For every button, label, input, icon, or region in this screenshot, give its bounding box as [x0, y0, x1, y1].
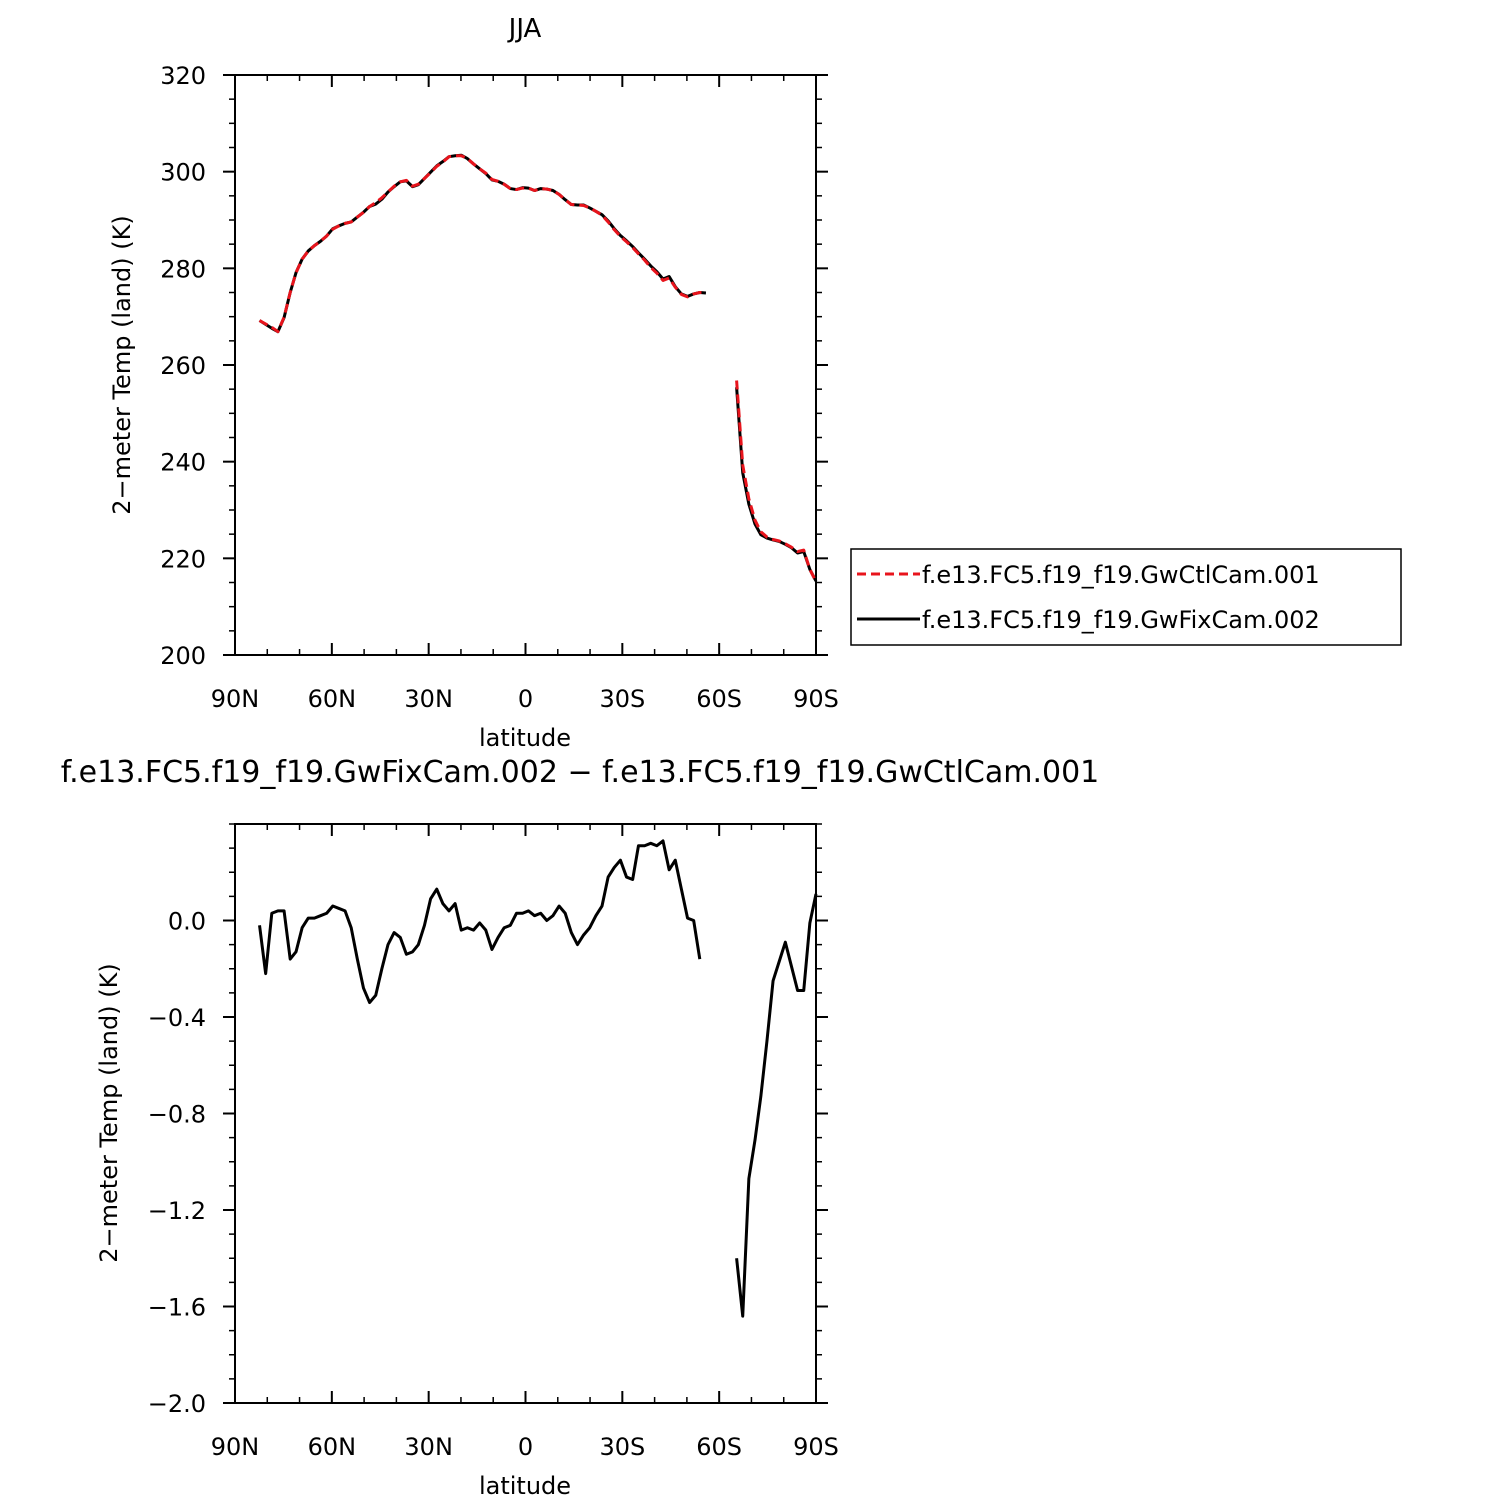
- bottom-y-tick-label: −0.4: [148, 1004, 206, 1032]
- top-x-tick-label: 30N: [404, 685, 453, 713]
- top-series-1-segment-0: [258, 153, 707, 334]
- top-series-0-segment-1: [735, 380, 818, 583]
- bottom-chart-title: f.e13.FC5.f19_f19.GwFixCam.002 − f.e13.F…: [61, 755, 1100, 790]
- bottom-y-tick-label: −0.8: [148, 1101, 206, 1129]
- bottom-chart-y-axis-label: 2−meter Temp (land) (K): [95, 963, 123, 1262]
- top-x-tick-label: 30S: [599, 685, 645, 713]
- legend-label-ctl: f.e13.FC5.f19_f19.GwCtlCam.001: [922, 561, 1320, 589]
- bottom-y-tick-label: −1.6: [148, 1294, 206, 1322]
- top-y-tick-label: 240: [160, 449, 206, 477]
- top-y-tick-label: 200: [160, 642, 206, 670]
- bottom-x-tick-label: 60N: [308, 1433, 357, 1461]
- bottom-x-tick-label: 30S: [599, 1433, 645, 1461]
- top-y-tick-label: 220: [160, 545, 206, 573]
- top-x-tick-label: 90S: [793, 685, 839, 713]
- bottom-x-tick-label: 0: [518, 1433, 533, 1461]
- bottom-x-tick-label: 90S: [793, 1433, 839, 1461]
- top-y-tick-label: 300: [160, 159, 206, 187]
- bottom-y-tick-label: −2.0: [148, 1390, 206, 1418]
- bottom-x-tick-label: 30N: [404, 1433, 453, 1461]
- legend-label-fix: f.e13.FC5.f19_f19.GwFixCam.002: [922, 606, 1320, 634]
- bottom-x-tick-label: 90N: [211, 1433, 260, 1461]
- bottom-series-0-segment-0: [258, 839, 702, 1005]
- bottom-series-0-segment-1: [735, 893, 818, 1318]
- top-chart-title: JJA: [507, 14, 542, 44]
- top-y-tick-label: 280: [160, 255, 206, 283]
- legend-box: [850, 548, 1402, 646]
- top-y-tick-label: 320: [160, 62, 206, 90]
- top-chart-x-axis-label: latitude: [479, 724, 571, 752]
- top-plot-frame: [234, 74, 817, 656]
- top-x-tick-label: 90N: [211, 685, 260, 713]
- bottom-y-tick-label: 0.0: [168, 908, 206, 936]
- bottom-chart-x-axis-label: latitude: [479, 1472, 571, 1500]
- top-x-tick-label: 60N: [308, 685, 357, 713]
- top-x-tick-label: 60S: [696, 685, 742, 713]
- top-y-tick-label: 260: [160, 352, 206, 380]
- top-chart-y-axis-label: 2−meter Temp (land) (K): [108, 215, 136, 514]
- top-series-0-segment-0: [258, 154, 706, 334]
- bottom-y-tick-label: −1.2: [148, 1197, 206, 1225]
- bottom-x-tick-label: 60S: [696, 1433, 742, 1461]
- top-x-tick-label: 0: [518, 685, 533, 713]
